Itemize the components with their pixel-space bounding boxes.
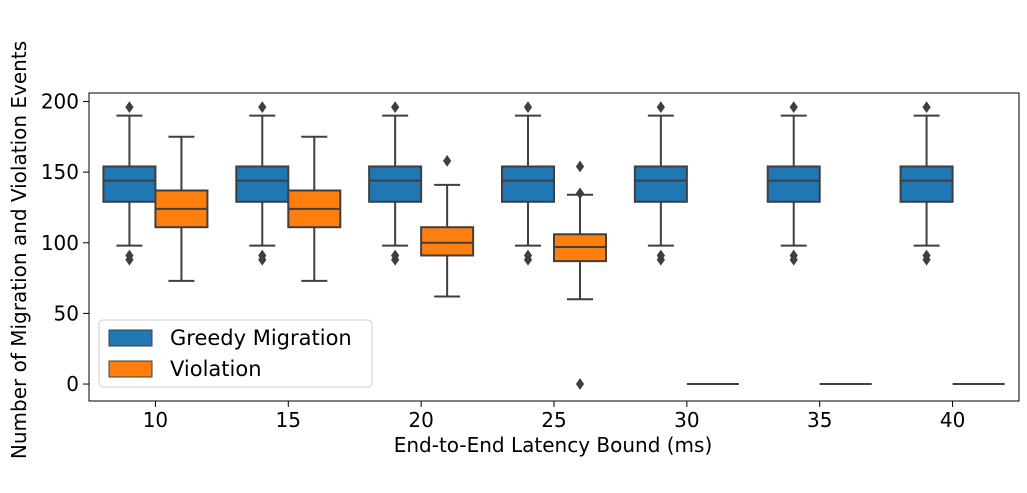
outlier-point: [656, 253, 665, 266]
outlier-point: [789, 101, 798, 113]
box-iqr: [766, 165, 821, 203]
outlier-point: [125, 101, 134, 113]
x-tick-label: 20: [408, 408, 433, 432]
outlier-point: [125, 253, 134, 266]
legend: Greedy Migration Violation: [98, 319, 373, 388]
box-0-4: [633, 101, 688, 266]
box-iqr: [501, 165, 555, 203]
box-0-2: [368, 101, 423, 266]
outlier-point: [258, 101, 267, 113]
x-axis-label: End-to-End Latency Bound (ms): [394, 433, 713, 457]
box-0-1: [235, 101, 290, 266]
outlier-point: [922, 253, 931, 266]
box-1-1: [287, 135, 342, 282]
legend-label: Violation: [170, 357, 262, 381]
legend-swatch: [108, 329, 153, 347]
box-0-3: [501, 101, 555, 266]
y-axis-label: Number of Migration and Violation Events: [7, 41, 31, 459]
x-tick-label: 35: [807, 408, 832, 432]
outlier-point: [575, 378, 585, 390]
box-1-3: [553, 160, 607, 390]
y-tick-label: 50: [54, 301, 79, 325]
x-tick-label: 30: [674, 408, 699, 432]
legend-swatch: [108, 360, 153, 378]
x-tick-label: 25: [541, 408, 566, 432]
box-0-6: [899, 101, 954, 266]
outlier-point: [523, 253, 533, 266]
outlier-point: [575, 160, 585, 173]
box-iqr: [102, 165, 157, 203]
box-iqr: [899, 165, 954, 203]
outlier-point: [523, 101, 533, 113]
y-tick-label: 0: [66, 372, 79, 396]
outlier-point: [789, 253, 798, 266]
y-tick-label: 150: [41, 160, 79, 184]
box-iqr: [368, 165, 423, 203]
outlier-point: [443, 154, 452, 167]
outlier-point: [391, 253, 400, 266]
outlier-point: [922, 101, 931, 113]
x-tick-label: 15: [276, 408, 301, 432]
outlier-point: [391, 101, 400, 113]
x-axis: 10 15 20 25 30 35 40: [143, 401, 965, 432]
outlier-point: [656, 101, 665, 113]
box-iqr: [633, 165, 688, 203]
legend-frame: [98, 319, 373, 388]
x-tick-label: 40: [940, 408, 965, 432]
box-iqr: [235, 165, 290, 203]
box-1-0: [154, 135, 209, 282]
legend-label: Greedy Migration: [170, 326, 352, 350]
y-axis: 0 50 100 150 200: [41, 89, 89, 396]
x-tick-label: 10: [143, 408, 168, 432]
box-0-0: [102, 101, 157, 266]
plot-area: [102, 101, 1005, 390]
box-iqr: [420, 226, 475, 257]
y-tick-label: 100: [41, 231, 79, 255]
y-tick-label: 200: [41, 89, 79, 113]
box-1-2: [420, 154, 475, 298]
outlier-point: [258, 253, 267, 266]
box-0-5: [766, 101, 821, 266]
outlier-point: [575, 187, 585, 200]
